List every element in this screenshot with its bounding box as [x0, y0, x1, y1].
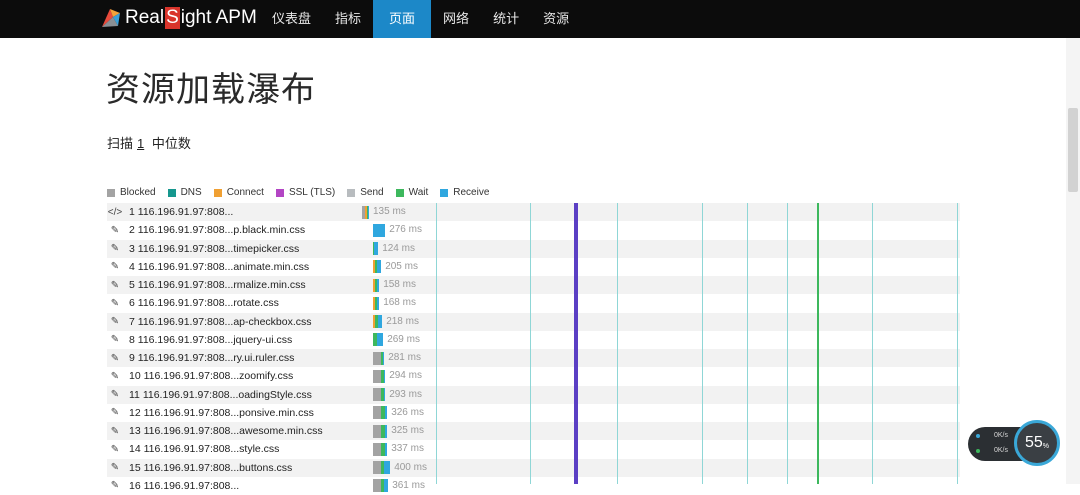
resource-row[interactable]: ✎ 7 116.196.91.97:808...ap-checkbox.css	[107, 312, 960, 331]
brush-icon: ✎	[110, 462, 120, 474]
scan-suffix: 中位数	[151, 136, 191, 151]
nav-item-dashboard[interactable]: 仪表盘	[272, 11, 312, 26]
upload-icon	[976, 433, 980, 438]
scan-prefix: 扫描	[107, 136, 134, 151]
legend-label: Send	[360, 187, 384, 198]
brush-icon: ✎	[110, 480, 120, 492]
resource-row[interactable]: ✎ 3 116.196.91.97:808...timepicker.css	[107, 239, 960, 258]
brush-icon: ✎	[110, 352, 120, 364]
legend-label: Wait	[408, 187, 429, 198]
resource-row[interactable]: ✎ 16 116.196.91.97:808...	[107, 477, 960, 495]
legend-item: SSL (TLS)	[275, 187, 336, 198]
waterfall-legend: Blocked DNS Connect SSL (TLS) Send Wait Receiv…	[107, 187, 501, 198]
legend-label: Receive	[453, 187, 490, 198]
resource-url: 8 116.196.91.97:808...jquery-ui.css	[129, 333, 293, 346]
code-icon: </>	[107, 206, 123, 218]
resource-url: 15 116.196.91.97:808...buttons.css	[129, 461, 293, 474]
brush-icon: ✎	[110, 407, 120, 419]
brush-icon: ✎	[110, 334, 120, 346]
resource-row[interactable]: </> 1 116.196.91.97:808...	[107, 203, 960, 222]
legend-label: Connect	[226, 187, 264, 198]
resource-row[interactable]: ✎ 12 116.196.91.97:808...ponsive.min.css	[107, 404, 960, 422]
legend-swatch	[213, 188, 222, 197]
resource-url: 4 116.196.91.97:808...animate.min.css	[129, 260, 310, 273]
resource-url: 14 116.196.91.97:808...style.css	[129, 443, 280, 456]
brush-icon: ✎	[110, 316, 120, 328]
legend-label: Blocked	[120, 187, 156, 198]
resource-row[interactable]: ✎ 6 116.196.91.97:808...rotate.css	[107, 294, 960, 312]
nav-item-resources[interactable]: 资源	[543, 11, 570, 26]
resource-url: 3 116.196.91.97:808...timepicker.css	[129, 242, 300, 255]
logo-mark-icon	[100, 7, 122, 29]
gauge-percent: 55	[1024, 434, 1043, 451]
brush-icon: ✎	[110, 443, 120, 455]
download-speed: 0K/s	[976, 447, 1008, 454]
legend-swatch	[275, 188, 284, 197]
legend-label: DNS	[180, 187, 202, 198]
brush-icon: ✎	[110, 425, 120, 437]
brush-icon: ✎	[110, 243, 120, 255]
brush-icon: ✎	[110, 370, 120, 382]
gauge-percent-unit: %	[1042, 442, 1050, 450]
resource-url: 9 116.196.91.97:808...ry.ui.ruler.css	[129, 352, 295, 365]
nav-item-statistics[interactable]: 统计	[493, 11, 520, 26]
legend-item: Send	[347, 187, 384, 198]
resource-row[interactable]: ✎ 15 116.196.91.97:808...buttons.css	[107, 458, 960, 477]
legend-swatch	[395, 188, 404, 197]
brush-icon: ✎	[110, 224, 120, 236]
upload-speed-value: 0K/s	[994, 432, 1009, 439]
resource-row[interactable]: ✎ 2 116.196.91.97:808...p.black.min.css	[107, 221, 960, 239]
legend-swatch	[440, 188, 449, 197]
resource-row[interactable]: ✎ 8 116.196.91.97:808...jquery-ui.css	[107, 331, 960, 349]
page-scrollbar[interactable]	[1066, 38, 1080, 484]
resource-url: 1 116.196.91.97:808...	[129, 206, 234, 219]
brush-icon: ✎	[110, 261, 120, 273]
nav-item-network[interactable]: 网络	[443, 11, 470, 26]
resource-url: 11 116.196.91.97:808...oadingStyle.css	[129, 388, 312, 401]
resource-row[interactable]: ✎ 10 116.196.91.97:808...zoomify.css	[107, 367, 960, 385]
resource-url: 7 116.196.91.97:808...ap-checkbox.css	[129, 315, 312, 328]
resource-row[interactable]: ✎ 11 116.196.91.97:808...oadingStyle.css	[107, 385, 960, 404]
legend-item: Wait	[395, 187, 429, 198]
nav-item-pages[interactable]: 页面	[373, 0, 432, 38]
resource-row[interactable]: ✎ 13 116.196.91.97:808...awesome.min.css	[107, 422, 960, 441]
legend-label: SSL (TLS)	[288, 187, 336, 198]
brush-icon: ✎	[110, 279, 120, 291]
resource-url: 6 116.196.91.97:808...rotate.css	[129, 297, 279, 310]
resource-row[interactable]: ✎ 4 116.196.91.97:808...animate.min.css	[107, 258, 960, 276]
resource-row[interactable]: ✎ 5 116.196.91.97:808...rmalize.min.css	[107, 276, 960, 295]
page-title: 资源加载瀑布	[106, 71, 316, 109]
scan-number-link[interactable]: 1	[137, 136, 145, 151]
brush-icon: ✎	[110, 389, 120, 401]
resource-url: 2 116.196.91.97:808...p.black.min.css	[129, 224, 306, 237]
resource-row[interactable]: ✎ 14 116.196.91.97:808...style.css	[107, 440, 960, 458]
legend-item: Blocked	[107, 187, 156, 198]
resource-url: 13 116.196.91.97:808...awesome.min.css	[129, 425, 323, 438]
main-nav: 仪表盘 指标 页面 网络 统计 资源	[260, 0, 581, 38]
legend-item: DNS	[167, 187, 202, 198]
legend-swatch	[167, 188, 176, 197]
nav-item-metrics[interactable]: 指标	[335, 11, 362, 26]
download-speed-value: 0K/s	[994, 447, 1009, 454]
legend-swatch	[107, 188, 115, 197]
resource-url: 10 116.196.91.97:808...zoomify.css	[129, 370, 294, 383]
resource-row[interactable]: ✎ 9 116.196.91.97:808...ry.ui.ruler.css	[107, 349, 960, 368]
legend-item: Receive	[440, 187, 489, 198]
legend-swatch	[347, 188, 356, 197]
upload-speed: 0K/s	[976, 432, 1008, 439]
download-icon	[976, 448, 980, 453]
scrollbar-thumb[interactable]	[1068, 108, 1078, 192]
resource-url: 12 116.196.91.97:808...ponsive.min.css	[129, 406, 314, 419]
resource-url: 5 116.196.91.97:808...rmalize.min.css	[129, 279, 306, 292]
waterfall-rows: </> 1 116.196.91.97:808... ✎ 2 116.196.91.9…	[107, 203, 960, 495]
resource-url: 16 116.196.91.97:808...	[129, 479, 240, 492]
memory-usage-gauge[interactable]: 55%	[1014, 420, 1060, 466]
scan-selector: 扫描 1 中位数	[107, 133, 191, 152]
legend-item: Connect	[213, 187, 264, 198]
brush-icon: ✎	[110, 297, 120, 309]
